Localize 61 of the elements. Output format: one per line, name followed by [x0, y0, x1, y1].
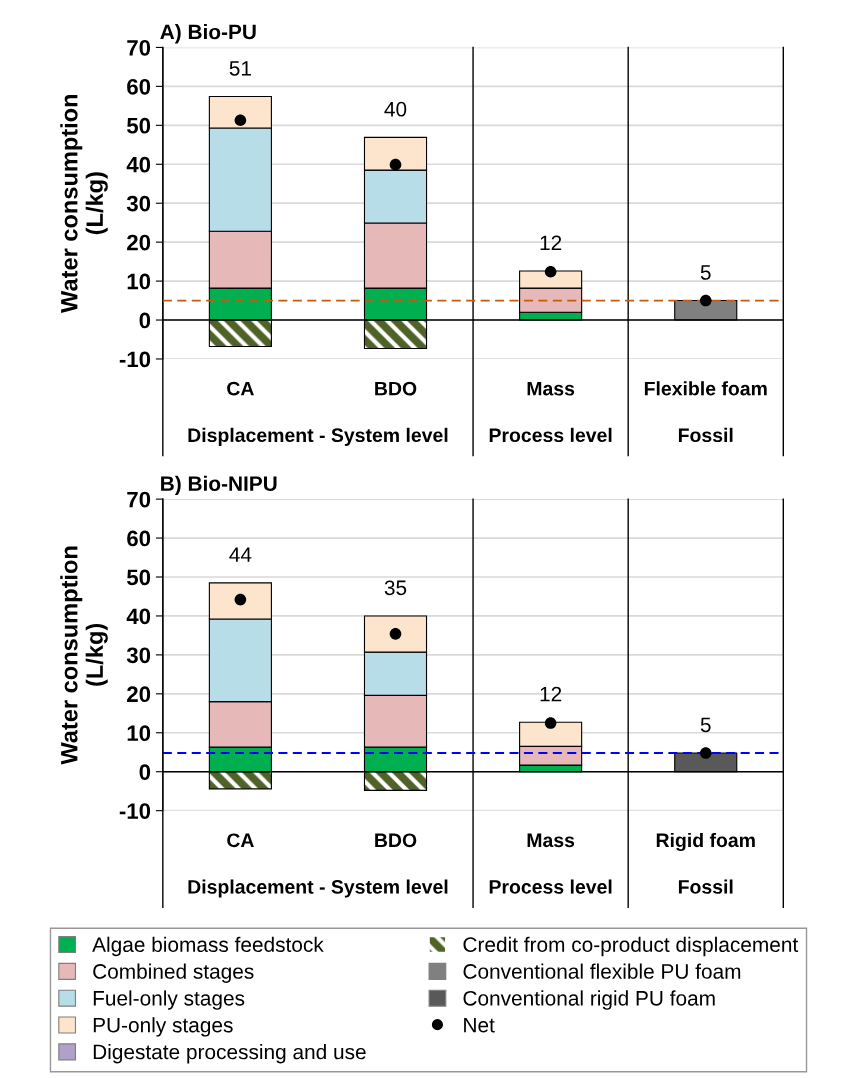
- point: [699, 294, 712, 307]
- y-tick-label: 50: [126, 569, 151, 586]
- data-label: 12: [540, 686, 562, 702]
- x-tick-label: Mass: [527, 833, 575, 848]
- chart-title: A) Bio-PU: [160, 24, 256, 44]
- data-label: 51: [229, 61, 251, 76]
- text: Displacement - System level: [188, 427, 448, 446]
- point: [544, 265, 557, 278]
- y-tick-label: 30: [126, 647, 151, 664]
- y-axis-title: Water consumption (L/kg): [60, 546, 108, 765]
- legend-label: PU-only stages: [93, 1017, 233, 1037]
- x-tick-label: CA: [227, 381, 254, 396]
- x-tick-label: Mass: [527, 381, 575, 396]
- y-tick-label: 60: [127, 530, 151, 547]
- y-tick-label: 40: [126, 608, 151, 625]
- y-tick-label: 70: [127, 491, 151, 508]
- y-tick-label: 10: [127, 725, 151, 742]
- text: Fossil: [678, 427, 733, 443]
- legend-label: Conventional rigid PU foam: [463, 990, 715, 1010]
- y-tick-label: 0: [139, 312, 151, 329]
- legend-label: Fuel-only stages: [93, 990, 245, 1010]
- data-label: 35: [384, 580, 407, 596]
- x-tick-label: Rigid foam: [656, 832, 755, 852]
- text: Process level: [489, 879, 612, 894]
- point: [389, 158, 402, 171]
- chart-title: B) Bio-NIPU: [161, 475, 277, 496]
- data-label: 44: [229, 547, 252, 562]
- point: [544, 717, 557, 729]
- data-label: 5: [700, 717, 711, 733]
- legend-label: Net: [464, 1017, 495, 1033]
- y-tick-label: -10: [119, 351, 151, 368]
- text: Displacement - System level: [188, 879, 448, 898]
- point: [389, 628, 402, 640]
- y-tick-label: -10: [119, 803, 151, 819]
- point: [234, 593, 247, 606]
- y-tick-label: 50: [126, 117, 151, 134]
- y-tick-label: 70: [127, 39, 151, 56]
- legend-label: Conventional flexible PU foam: [463, 963, 741, 979]
- legend-label: Credit from co-product displacement: [463, 936, 799, 957]
- y-tick-label: 20: [127, 234, 151, 251]
- y-tick-label: 30: [126, 195, 151, 212]
- y-tick-label: 10: [127, 273, 151, 290]
- legend-label: Algae biomass feedstock: [92, 936, 324, 957]
- legend-label: Digestate processing and use: [93, 1044, 366, 1064]
- x-tick-label: Flexible foam: [644, 381, 767, 396]
- y-tick-label: 60: [127, 78, 151, 95]
- data-label: 12: [540, 235, 562, 250]
- y-tick-label: 40: [126, 156, 151, 173]
- text: Process level: [489, 427, 612, 443]
- data-label: 40: [384, 101, 407, 117]
- point: [699, 747, 712, 759]
- y-tick-label: 0: [139, 764, 151, 780]
- x-tick-label: BDO: [375, 381, 417, 396]
- x-tick-label: CA: [227, 833, 254, 848]
- text: Fossil: [678, 879, 733, 894]
- x-tick-label: BDO: [375, 833, 417, 848]
- data-label: 5: [700, 265, 711, 280]
- y-axis-title: Water consumption (L/kg): [60, 94, 108, 313]
- y-tick-label: 20: [127, 686, 151, 703]
- point: [234, 114, 247, 127]
- legend-label: Combined stages: [93, 963, 254, 983]
